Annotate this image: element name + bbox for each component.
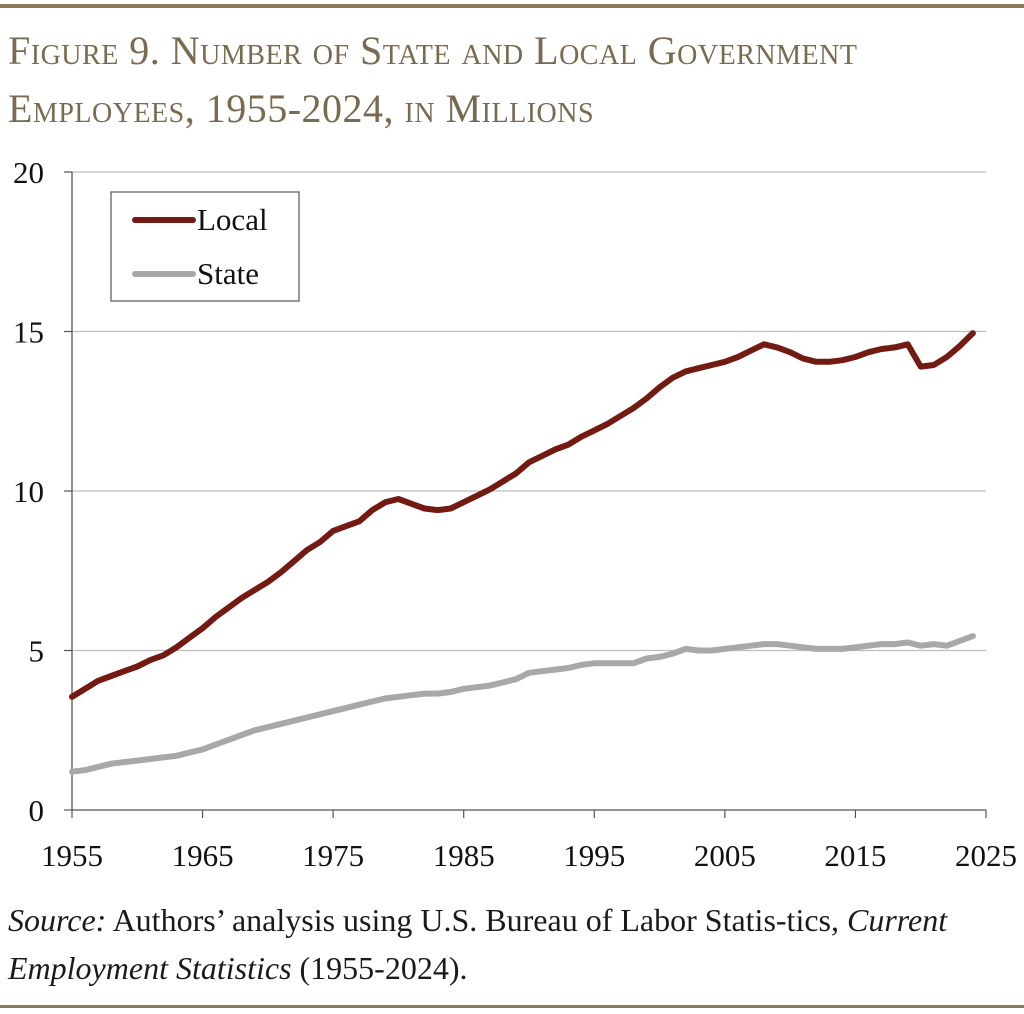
- x-tick-label: 1995: [563, 838, 625, 873]
- legend-layer: Local State: [110, 191, 300, 302]
- source-note: Source: Authors’ analysis using U.S. Bur…: [8, 896, 1018, 992]
- figure-title-line-1: Figure 9. Number of State and Local Gove…: [8, 28, 858, 73]
- series-layer: [69, 330, 976, 775]
- y-tick-label: 5: [29, 634, 45, 669]
- source-label: Source:: [8, 902, 107, 938]
- legend-box: [110, 191, 300, 302]
- line-chart: 0 5 10 15 20 1955 1965 1975 1985 1995 2005 2015 2025…: [13, 155, 1017, 873]
- bottom-rule: [0, 1005, 1024, 1008]
- source-years: (1955-2024).: [291, 950, 468, 986]
- series-line-local: [69, 330, 976, 700]
- y-tick-label: 10: [13, 474, 44, 509]
- series-line-state: [69, 633, 976, 775]
- x-tick-label: 2015: [824, 838, 886, 873]
- legend-label-state: State: [197, 256, 259, 291]
- x-tick-label: 1985: [433, 838, 495, 873]
- top-rule: [0, 4, 1024, 8]
- x-tick-label: 2025: [955, 838, 1017, 873]
- x-tick-label: 2005: [694, 838, 756, 873]
- figure-title: Figure 9. Number of State and Local Gove…: [8, 22, 1018, 138]
- source-dataset: Current Employment Statistics: [8, 902, 948, 986]
- legend-label-local: Local: [197, 202, 268, 237]
- y-tick-label: 0: [29, 793, 45, 828]
- x-tick-label: 1975: [302, 838, 364, 873]
- y-tick-label: 15: [13, 315, 44, 350]
- x-tick-label: 1965: [172, 838, 234, 873]
- x-tick-label: 1955: [41, 838, 103, 873]
- axes-layer: 0 5 10 15 20 1955 1965 1975 1985 1995 2005 2015 2025: [13, 155, 1017, 873]
- y-tick-label: 20: [13, 155, 44, 190]
- source-text: Authors’ analysis using U.S. Bureau of L…: [106, 902, 847, 938]
- figure-title-line-2: Employees, 1955-2024, in Millions: [8, 86, 595, 131]
